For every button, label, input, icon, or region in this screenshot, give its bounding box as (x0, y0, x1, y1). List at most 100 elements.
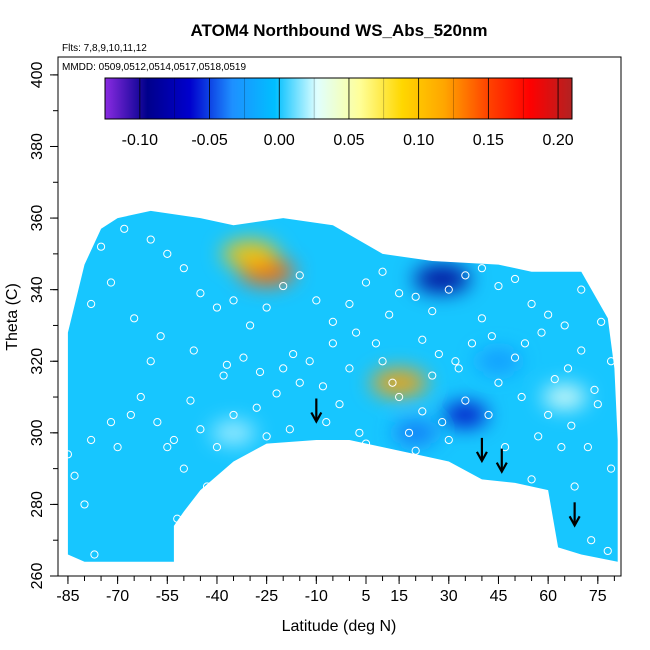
y-axis: 260 280 300 320 340 360 380 400 (29, 61, 58, 589)
observation-point (106, 417, 116, 427)
heatmap-hotspot (476, 349, 521, 374)
observation-point (385, 310, 394, 319)
observation-point (434, 349, 443, 359)
observation-point (527, 475, 536, 484)
heatmap-hotspot (393, 420, 438, 445)
y-tick-label: 340 (29, 276, 46, 303)
observation-point (361, 439, 371, 448)
observation-point (189, 346, 198, 355)
observation-point (461, 271, 470, 280)
observation-point (87, 299, 96, 309)
observation-point (395, 392, 404, 402)
observation-point (113, 443, 122, 452)
observation-point (196, 425, 205, 434)
observation-point (487, 332, 496, 341)
observation-point (593, 400, 602, 409)
observation-point (517, 392, 526, 402)
x-tick-label: -40 (205, 588, 228, 605)
observation-point (163, 249, 172, 258)
colorbar-tick-label: -0.05 (191, 132, 228, 149)
observation-point (371, 339, 381, 348)
observation-point (577, 346, 586, 355)
observation-point (328, 339, 337, 348)
observation-point (219, 371, 228, 380)
colorbar-ticks: -0.10 -0.05 0.00 0.05 0.10 0.15 0.20 (122, 132, 574, 149)
observation-point (454, 364, 463, 373)
observation-point (146, 235, 155, 244)
observation-point (606, 464, 616, 473)
observation-point (156, 332, 165, 341)
observation-point (173, 514, 182, 523)
colorbar-tick-label: 0.10 (403, 132, 434, 149)
observation-point (279, 281, 288, 291)
observation-point (351, 328, 361, 337)
observation-point (279, 364, 288, 373)
x-tick-label: -25 (255, 588, 278, 605)
observation-point (80, 500, 89, 509)
observation-point (461, 396, 470, 405)
observation-point (262, 432, 271, 441)
colorbar-tick-label: 0.05 (333, 132, 364, 149)
observation-point (212, 443, 222, 452)
observation-point (494, 281, 503, 291)
observation-point (378, 357, 387, 366)
observation-point (534, 432, 543, 441)
observation-point (252, 403, 261, 412)
flights-note: Flts: 7,8,9,10,11,12 (62, 43, 147, 54)
down-arrow-icon (475, 437, 488, 464)
observation-point (179, 464, 188, 473)
observation-point (318, 382, 328, 391)
heatmap-hotspot (371, 368, 428, 397)
observation-point (510, 274, 520, 284)
down-arrow-icon (495, 448, 508, 474)
heatmap-hotspot (542, 385, 587, 410)
observation-point (322, 417, 331, 427)
observation-point (245, 464, 255, 473)
observation-point (418, 407, 427, 416)
observation-point (229, 410, 238, 420)
observation-point (560, 321, 569, 330)
colorbar-tick-label: 0.00 (264, 132, 295, 149)
heatmap-hotspot (443, 402, 488, 427)
observation-point (255, 367, 265, 377)
observation-point (550, 375, 559, 384)
observation-point (130, 314, 139, 323)
observation-point (583, 443, 592, 452)
observation-point (70, 471, 79, 480)
observation-point (328, 317, 337, 326)
observation-point (262, 303, 271, 312)
x-tick-label: 45 (490, 588, 508, 605)
observation-point (520, 339, 530, 348)
observation-point (467, 339, 477, 348)
observation-point (590, 385, 599, 394)
observation-point (510, 353, 520, 362)
observation-point (428, 307, 437, 316)
x-tick-label: -10 (305, 588, 328, 605)
observation-point (120, 224, 129, 233)
observation-point (245, 321, 255, 330)
observation-point (537, 328, 546, 337)
chart-title: ATOM4 Northbound WS_Abs_520nm (191, 21, 488, 40)
observation-point (295, 378, 304, 387)
observation-point (96, 242, 106, 251)
arrows (310, 398, 581, 528)
observation-point (378, 267, 387, 276)
x-tick-label: 5 (362, 588, 371, 605)
observation-point (312, 296, 321, 305)
observation-point (428, 371, 437, 380)
x-tick-label: 15 (390, 588, 408, 605)
observation-point (404, 428, 414, 437)
y-tick-label: 320 (29, 348, 46, 375)
observation-point (361, 278, 371, 287)
observation-point (305, 357, 314, 366)
observation-point (126, 410, 135, 420)
observation-point (444, 435, 453, 445)
observation-point (451, 357, 460, 366)
y-tick-label: 360 (29, 205, 46, 232)
observation-point (590, 249, 599, 258)
observation-point (567, 421, 576, 430)
x-tick-label: 60 (539, 588, 557, 605)
observation-point (272, 389, 281, 398)
observation-point (444, 285, 453, 294)
observation-point (563, 364, 573, 373)
